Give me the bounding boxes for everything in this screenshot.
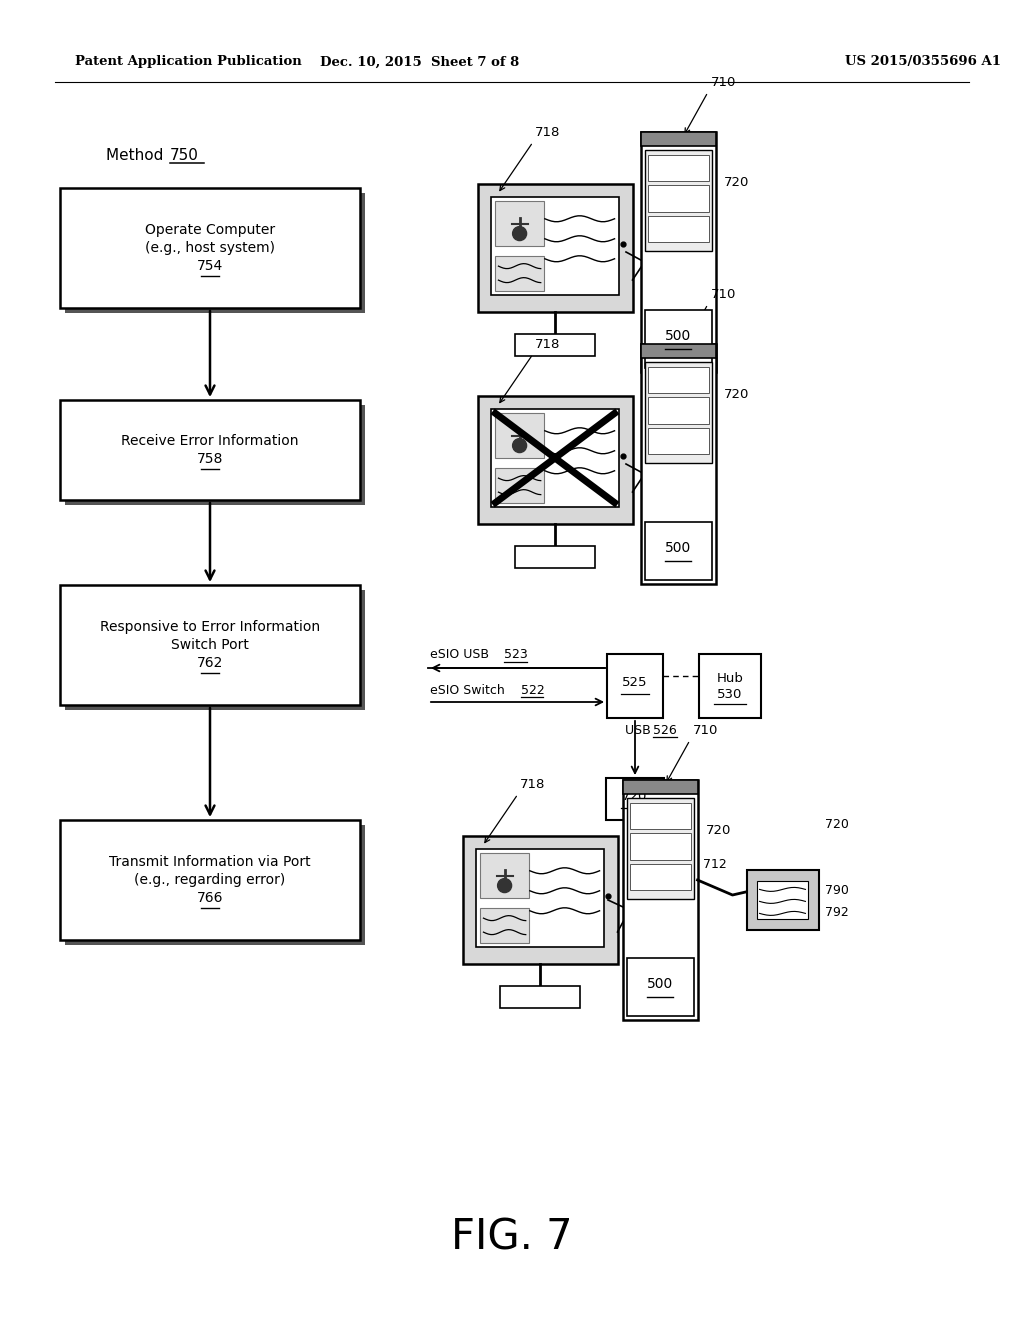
Text: 710: 710 [711,288,736,301]
Text: eSIO Switch: eSIO Switch [430,684,509,697]
Bar [647,185,709,211]
Bar [515,546,595,568]
Bar [480,908,528,942]
Text: 792: 792 [824,906,848,919]
Text: FIG. 7: FIG. 7 [452,1217,572,1259]
Text: 523: 523 [504,648,527,661]
Bar [640,345,716,583]
Text: eSIO USB: eSIO USB [430,648,493,661]
Text: US 2015/0355696 A1: US 2015/0355696 A1 [845,55,1001,69]
Bar [60,400,360,500]
Bar [65,590,365,710]
Text: 758: 758 [197,451,223,466]
Circle shape [513,438,526,453]
Text: 710: 710 [693,723,719,737]
Text: 762: 762 [197,656,223,671]
Bar [65,825,365,945]
Bar [496,467,544,503]
Text: Switch Port: Switch Port [171,638,249,652]
Text: 754: 754 [197,259,223,273]
Text: 718: 718 [535,338,560,351]
Bar [644,150,712,251]
Bar [640,345,716,358]
Bar [492,198,618,294]
Text: 720: 720 [824,818,848,832]
Bar [746,870,818,931]
Bar [496,202,544,246]
Bar [463,836,617,964]
Bar [65,405,365,506]
Bar [647,428,709,454]
Text: 712: 712 [702,858,726,870]
Text: 720: 720 [706,824,731,837]
Text: 720: 720 [724,176,749,189]
Text: Patent Application Publication: Patent Application Publication [75,55,302,69]
Bar [480,853,528,898]
Bar [647,367,709,393]
Bar [476,849,603,946]
Bar [640,345,716,358]
Text: USB: USB [625,723,654,737]
Bar [60,187,360,308]
Text: Receive Error Information: Receive Error Information [121,434,299,447]
Bar [60,585,360,705]
Bar [630,863,690,890]
Bar [644,521,712,579]
Text: (e.g., regarding error): (e.g., regarding error) [134,873,286,887]
Bar [515,334,595,356]
Bar [496,413,544,458]
Bar [623,780,697,795]
Bar [500,986,581,1008]
Bar [640,132,716,372]
Bar [65,193,365,313]
Bar [699,653,761,718]
Bar [640,132,716,147]
Text: 710: 710 [711,75,736,88]
Bar [647,154,709,181]
Bar [644,362,712,463]
Circle shape [498,879,512,892]
Bar [623,780,697,795]
Bar [477,183,633,312]
Bar [492,409,618,507]
Text: Hub: Hub [717,672,743,685]
Bar [496,256,544,290]
Text: 790: 790 [824,883,848,896]
Text: Transmit Information via Port: Transmit Information via Port [110,855,311,869]
Bar [640,132,716,147]
Bar [627,958,693,1016]
Text: Operate Computer: Operate Computer [145,223,275,238]
Text: 750: 750 [170,148,199,162]
Bar [630,833,690,859]
Bar [757,882,808,919]
Bar [647,397,709,424]
Text: (e.g., host system): (e.g., host system) [145,242,275,255]
Bar [477,396,633,524]
Text: 522: 522 [521,684,545,697]
Bar [647,215,709,242]
Text: Method: Method [105,148,168,162]
Text: 720: 720 [623,789,648,803]
Text: 530: 530 [718,688,742,701]
Bar [630,803,690,829]
Text: 500: 500 [665,541,691,554]
Text: 526: 526 [653,723,677,737]
Bar [607,653,663,718]
Text: 525: 525 [623,676,648,689]
Text: 500: 500 [647,977,673,991]
Text: 718: 718 [520,777,546,791]
Bar [606,777,664,820]
Text: 766: 766 [197,891,223,906]
Text: 718: 718 [535,125,560,139]
Bar [627,799,693,899]
Bar [644,310,712,368]
Bar [623,780,697,1020]
Bar [60,820,360,940]
Circle shape [513,227,526,240]
Text: Responsive to Error Information: Responsive to Error Information [100,620,321,634]
Text: 720: 720 [724,388,749,400]
Text: Dec. 10, 2015  Sheet 7 of 8: Dec. 10, 2015 Sheet 7 of 8 [321,55,519,69]
Text: 500: 500 [665,329,691,343]
